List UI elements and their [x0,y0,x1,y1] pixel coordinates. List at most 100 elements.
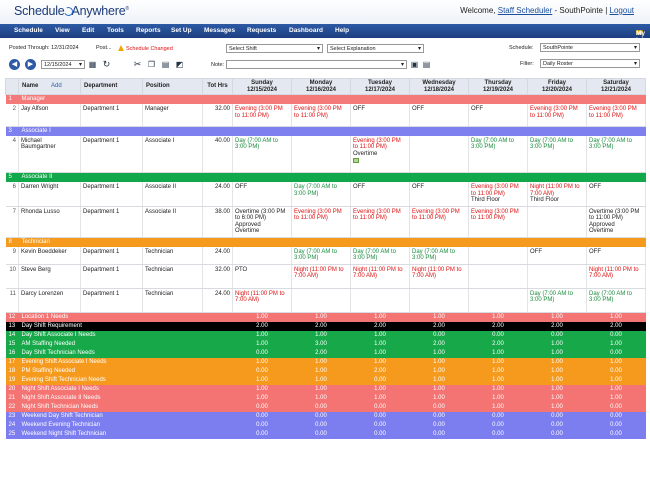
employee-name[interactable]: Michael Baumgartner [18,135,81,173]
shift-cell[interactable]: Evening (3:00 PM to 11:00 PM) [409,206,469,238]
summary-value[interactable]: 1.00 [433,394,445,401]
summary-value[interactable]: 0.00 [610,331,622,338]
shift-cell[interactable]: Day (7:00 AM to 3:00 PM) [291,246,351,265]
summary-value[interactable]: 0.00 [492,421,504,428]
summary-value[interactable]: 0.00 [433,403,445,410]
shift-cell[interactable]: OFF [586,182,646,207]
summary-value[interactable]: 1.00 [492,376,504,383]
summary-value[interactable]: 1.00 [492,358,504,365]
post-link[interactable]: Post... [96,45,112,51]
summary-value[interactable]: 1.00 [256,385,268,392]
summary-value[interactable]: 1.00 [433,385,445,392]
summary-value[interactable]: 1.00 [374,349,386,356]
summary-label[interactable]: Weekend Day Shift Technician [21,412,103,419]
summary-value[interactable]: 0.00 [374,421,386,428]
summary-value[interactable]: 0.00 [256,349,268,356]
employee-name[interactable]: Rhonda Lusso [18,206,81,238]
summary-value[interactable]: 0.00 [433,331,445,338]
summary-value[interactable]: 1.00 [610,394,622,401]
nav-reports[interactable]: Reports [136,27,161,34]
summary-value[interactable]: 0.00 [492,331,504,338]
summary-value[interactable]: 2.00 [374,322,386,329]
shift-cell[interactable]: Evening (3:00 PM to 11:00 PM) [586,104,646,127]
summary-label[interactable]: AM Staffing Needed [21,340,76,347]
note-input[interactable] [226,60,407,69]
summary-value[interactable]: 0.00 [315,403,327,410]
summary-value[interactable]: 0.00 [256,412,268,419]
shift-cell[interactable] [409,288,469,313]
summary-label[interactable]: Day Shift Associate I Needs [21,331,96,338]
shift-cell[interactable] [468,264,528,289]
summary-value[interactable]: 1.00 [256,394,268,401]
summary-label[interactable]: Night Shift Associate I Needs [21,385,99,392]
summary-value[interactable]: 2.00 [492,340,504,347]
summary-value[interactable]: 1.00 [551,403,563,410]
shift-cell[interactable]: Day (7:00 AM to 3:00 PM) [409,246,469,265]
summary-label[interactable]: Evening Shift Technician Needs [21,376,106,383]
summary-value[interactable]: 0.00 [256,367,268,374]
employee-name[interactable]: Darcy Lorenzen [18,288,81,313]
col-tothrs[interactable]: Tot Hrs [202,78,233,95]
summary-value[interactable]: 0.00 [492,412,504,419]
summary-value[interactable]: 1.00 [492,349,504,356]
summary-value[interactable]: 0.00 [256,403,268,410]
summary-value[interactable]: 1.00 [433,349,445,356]
summary-value[interactable]: 1.00 [315,358,327,365]
summary-value[interactable]: 2.00 [610,322,622,329]
summary-value[interactable]: 0.00 [374,376,386,383]
shift-cell[interactable]: Day (7:00 AM to 3:00 PM) [586,288,646,313]
summary-value[interactable]: 0.00 [315,430,327,437]
shift-cell[interactable]: Night (11:00 PM to 7:00 AM) [291,264,351,289]
summary-value[interactable]: 0.00 [610,412,622,419]
nav-schedule[interactable]: Schedule [14,27,43,34]
summary-value[interactable]: 2.00 [433,322,445,329]
shift-cell[interactable]: Day (7:00 AM to 3:00 PM) [468,135,528,173]
summary-label[interactable]: Weekend Evening Technician [21,421,101,428]
summary-value[interactable]: 1.00 [610,313,622,320]
next-arrow-icon[interactable]: ▶ [25,59,36,70]
shift-cell[interactable] [291,135,351,173]
summary-value[interactable]: 0.00 [374,430,386,437]
summary-value[interactable]: 0.00 [315,412,327,419]
day-header[interactable]: Wednesday 12/18/2024 [409,78,469,95]
shift-cell[interactable] [350,288,410,313]
schedule-select[interactable]: SouthPointe [540,43,640,52]
summary-value[interactable]: 1.00 [433,358,445,365]
summary-value[interactable]: 2.00 [315,322,327,329]
shift-cell[interactable]: Overtime (3:00 PM to 6:00 PM) Approved Ove… [232,206,292,238]
copy-icon[interactable]: ❐ [147,60,156,69]
summary-value[interactable]: 0.00 [551,331,563,338]
summary-label[interactable]: Day Shift Requirement [21,322,82,329]
summary-value[interactable]: 1.00 [551,358,563,365]
day-header[interactable]: Sunday 12/15/2024 [232,78,292,95]
summary-value[interactable]: 0.00 [551,430,563,437]
user-link[interactable]: Staff Scheduler [497,6,553,15]
summary-value[interactable]: 1.00 [492,367,504,374]
nav-setup[interactable]: Set Up [171,27,192,34]
shift-cell[interactable] [468,246,528,265]
summary-label[interactable]: Night Shift Associate II Needs [21,394,101,401]
shift-cell[interactable]: Evening (3:00 PM to 11:00 PM) [527,104,587,127]
shift-cell[interactable]: Evening (3:00 PM to 11:00 PM) [232,104,292,127]
summary-value[interactable]: 0.00 [374,403,386,410]
summary-value[interactable]: 0.00 [433,412,445,419]
day-header[interactable]: Tuesday 12/17/2024 [350,78,410,95]
shift-cell[interactable]: Night (11:00 PM to 7:00 AM) [409,264,469,289]
shift-cell[interactable]: Night (11:00 PM to 7:00 AM) [586,264,646,289]
shift-cell[interactable] [527,264,587,289]
summary-value[interactable]: 1.00 [551,394,563,401]
summary-value[interactable]: 1.00 [433,313,445,320]
shift-cell[interactable]: Evening (3:00 PM to 11:00 PM) [291,206,351,238]
shift-cell[interactable]: OFF [350,104,410,127]
shift-cell[interactable]: OFF [527,246,587,265]
shift-cell[interactable]: Evening (3:00 PM to 11:00 PM) [468,206,528,238]
shift-cell[interactable]: OFF [468,104,528,127]
shift-cell[interactable]: PTO [232,264,292,289]
shift-cell[interactable]: OFF [232,182,292,207]
filter-select[interactable]: Daily Roster [540,59,640,68]
summary-value[interactable]: 1.00 [551,349,563,356]
employee-name[interactable]: Kevin Boeddeker [18,246,81,265]
shift-cell[interactable]: Day (7:00 AM to 3:00 PM) [232,135,292,173]
summary-value[interactable]: 1.00 [433,367,445,374]
summary-value[interactable]: 0.00 [315,421,327,428]
